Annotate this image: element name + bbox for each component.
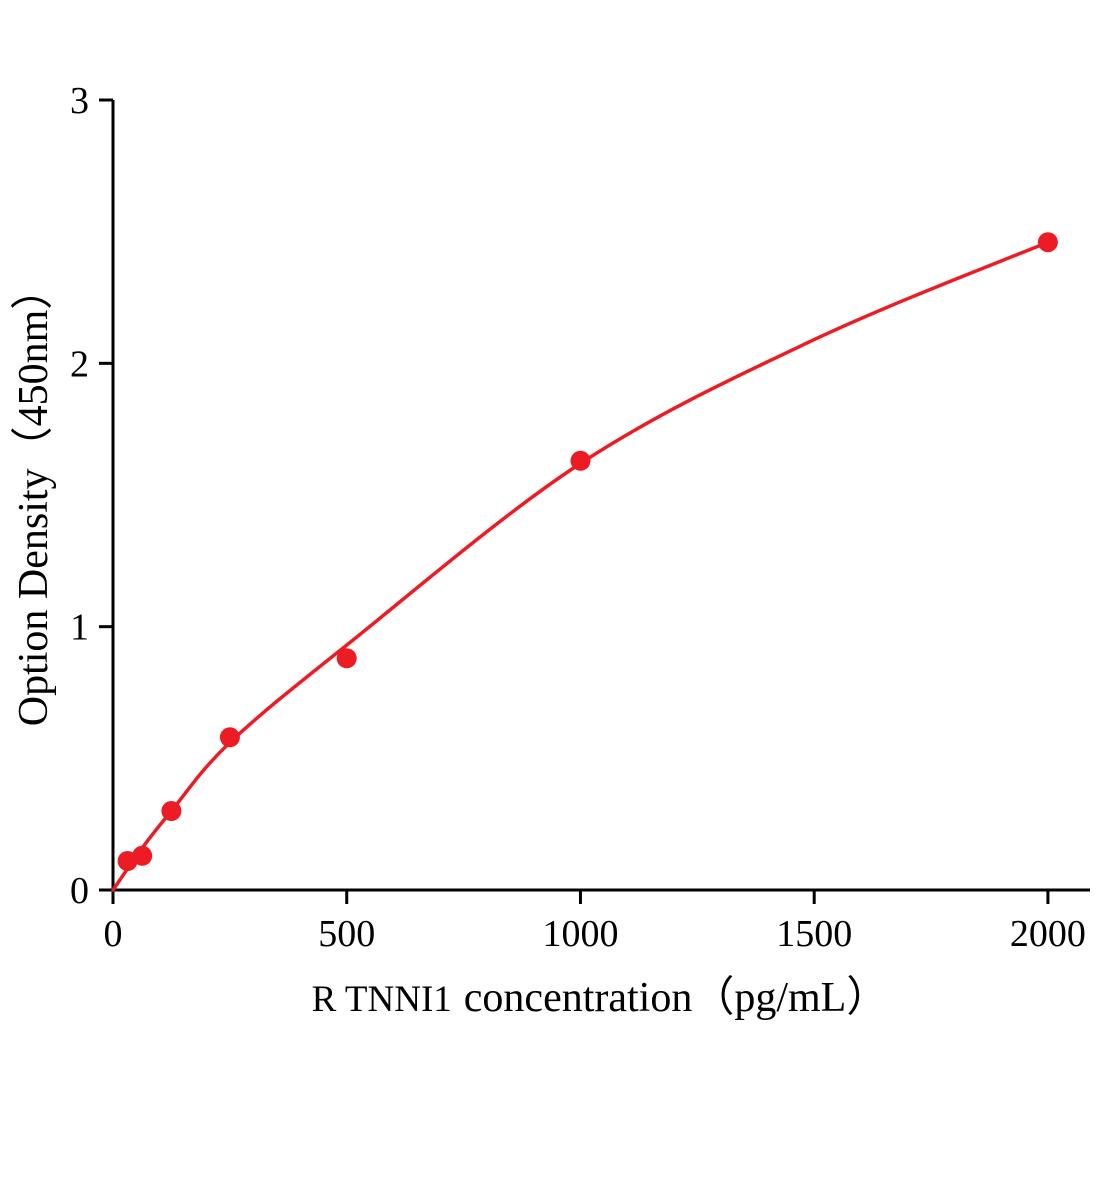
data-point	[1037, 232, 1058, 253]
y-axis-title: Option Density（450nm）	[11, 267, 57, 727]
x-axis-title: R TNNI1 concentration（pg/mL）	[312, 977, 889, 1019]
x-tick-label: 500	[318, 913, 375, 955]
y-tick-label: 0	[70, 870, 89, 912]
y-tick-label: 3	[70, 80, 89, 122]
data-point	[132, 845, 153, 866]
x-axis-title-main: concentration（pg/mL）	[463, 975, 889, 1021]
x-tick-label: 1500	[776, 913, 852, 955]
x-tick-label: 2000	[1010, 913, 1086, 955]
x-tick-label: 1000	[542, 913, 618, 955]
data-point	[336, 648, 357, 669]
y-tick-label: 1	[70, 607, 89, 649]
x-tick-label: 0	[104, 913, 123, 955]
data-point	[219, 727, 240, 748]
x-axis-title-prefix: R TNNI1	[311, 979, 452, 1020]
data-point	[570, 450, 591, 471]
data-point	[161, 801, 182, 821]
y-tick-label: 2	[70, 343, 89, 385]
fit-line	[111, 240, 1050, 892]
